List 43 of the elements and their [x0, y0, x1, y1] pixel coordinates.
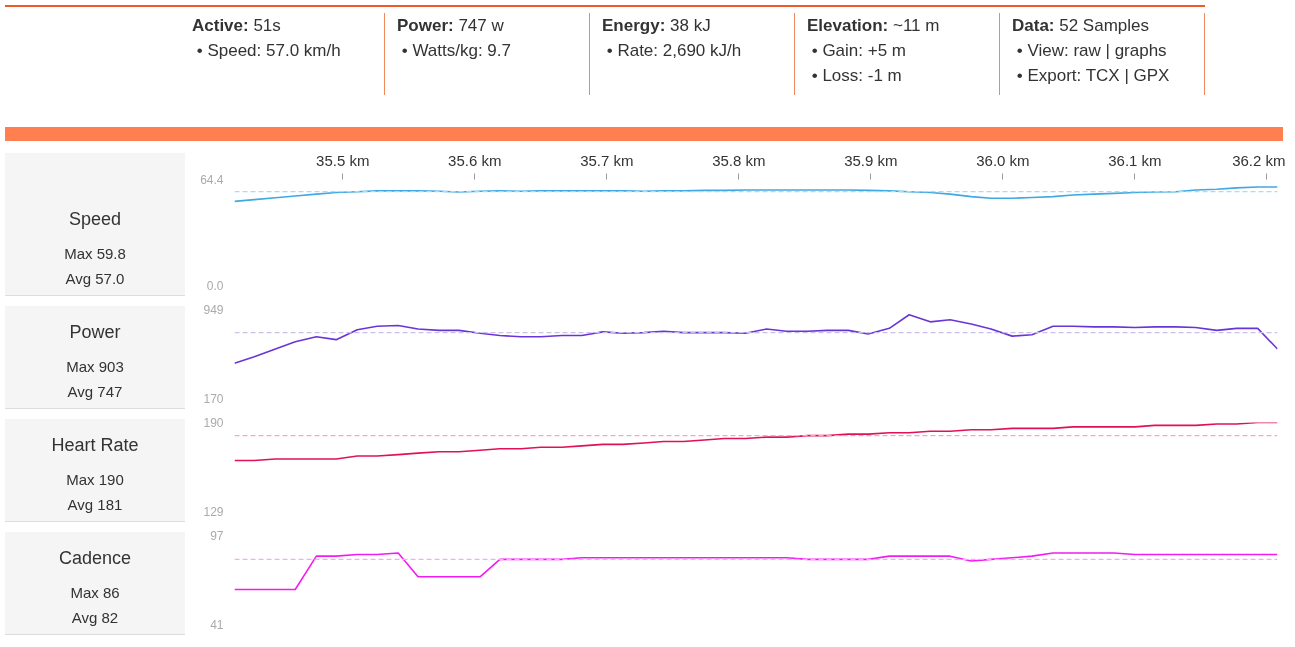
- text: Power: 747 w: [397, 16, 504, 35]
- text: Max 190: [65, 469, 125, 490]
- y-tick-label: 129: [203, 505, 224, 519]
- text: Avg 82: [70, 607, 120, 628]
- text: • Speed: 57.0 km/h: [196, 41, 341, 60]
- y-tick-label: 64.4: [200, 173, 224, 187]
- text: Avg 747: [66, 381, 124, 402]
- x-tick-label: 36.0 km: [976, 151, 1030, 169]
- y-tick-label: 190: [203, 416, 224, 430]
- text: Avg 181: [66, 494, 124, 515]
- y-tick-label: 0.0: [206, 279, 224, 293]
- y-tick-label: 170: [203, 392, 224, 406]
- text: Data: 52 Samples: [1012, 16, 1150, 35]
- text: Max 86: [69, 582, 121, 603]
- text: • Loss: -1 m: [811, 66, 902, 85]
- x-tick-label: 36.1 km: [1108, 151, 1162, 169]
- text: • Watts/kg: 9.7: [401, 41, 511, 60]
- line-series: [234, 313, 1278, 364]
- text: Avg 57.0: [64, 268, 126, 289]
- y-tick-label: 949: [203, 303, 224, 317]
- text: Heart Rate: [50, 434, 140, 457]
- y-tick-label: 41: [210, 618, 224, 632]
- x-tick-label: 35.9 km: [844, 151, 898, 169]
- x-tick-label: 35.7 km: [580, 151, 634, 169]
- text: Max 59.8: [63, 243, 127, 264]
- line-series: [234, 552, 1278, 591]
- text: • Export: TCX | GPX: [1016, 66, 1170, 85]
- text: Max 903: [65, 356, 125, 377]
- x-tick-label: 35.6 km: [448, 151, 502, 169]
- line-series: [234, 186, 1278, 203]
- x-tick-label: 35.8 km: [712, 151, 766, 169]
- text: Active: 51s: [192, 16, 281, 35]
- text: Speed: [67, 208, 123, 231]
- text: • Rate: 2,690 kJ/h: [606, 41, 742, 60]
- text: Elevation: ~11 m: [807, 16, 940, 35]
- text: • View: raw | graphs: [1016, 41, 1167, 60]
- y-tick-label: 97: [210, 529, 224, 543]
- x-tick-label: 36.2 km: [1232, 151, 1286, 169]
- text: Power: [68, 321, 122, 344]
- text: Cadence: [57, 547, 133, 570]
- text: Energy: 38 kJ: [602, 16, 711, 35]
- x-tick-label: 35.5 km: [316, 151, 370, 169]
- text: • Gain: +5 m: [811, 41, 907, 60]
